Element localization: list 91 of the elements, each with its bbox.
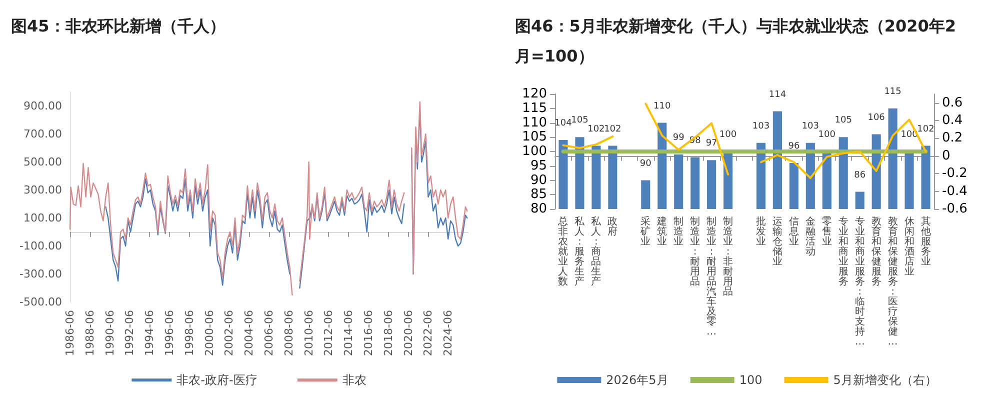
data-label: 102 <box>604 124 622 134</box>
x-tick-label: 1996-06 <box>163 310 176 356</box>
data-label: 100 <box>818 130 836 140</box>
x-tick-label: 专业和商业服务 <box>838 216 848 288</box>
x-tick-label: 2010-06 <box>302 310 316 356</box>
data-label: 114 <box>768 90 786 100</box>
data-label: 97 <box>706 138 718 149</box>
x-tick-label: 信息业 <box>788 216 799 248</box>
x-tick-label: 2014-06 <box>342 310 356 356</box>
x-tick-label: 建筑业 <box>656 216 668 248</box>
x-tick-label: 1994-06 <box>143 310 156 356</box>
y-tick-label: 500.00 <box>24 156 62 168</box>
x-tick-label: 2006-06 <box>262 310 276 356</box>
legend-label: 5月新增变化（右） <box>833 373 937 387</box>
y2-tick-label: 0.2 <box>942 130 963 146</box>
x-tick-label: 教育和保健服务 <box>871 216 882 288</box>
data-label: 100 <box>719 130 737 140</box>
x-tick-label: 政府 <box>608 216 618 238</box>
y2-tick-label: -0.2 <box>942 166 968 182</box>
x-tick-label: 2000-06 <box>202 310 216 356</box>
x-tick-label: 1992-06 <box>123 310 136 356</box>
x-tick-label: 1988-06 <box>83 310 96 356</box>
x-tick-label: 2022-06 <box>422 310 435 356</box>
y-tick-label: 700.00 <box>24 128 62 140</box>
x-tick-label: 制造业:非耐用品 <box>723 216 734 298</box>
y-tick-label: 900.00 <box>24 100 62 112</box>
data-label: 102 <box>917 124 934 134</box>
x-tick-label: 2018-06 <box>382 310 395 356</box>
x-tick-label: 2008-06 <box>282 310 296 356</box>
x-tick-label: 2016-06 <box>362 310 376 356</box>
y-tick-label: 300.00 <box>24 184 62 196</box>
y-tick-label: 100 <box>522 144 547 159</box>
category-label: 专业和商业服务:临时支持… <box>854 216 865 348</box>
data-label: 103 <box>752 121 770 132</box>
y2-tick-label: 0 <box>942 148 950 164</box>
chart-title: 图45：非农环比新增（千人） <box>11 16 226 36</box>
legend-label: 非农-政府-医疗 <box>176 373 258 387</box>
y-tick-label: 105 <box>522 130 547 145</box>
y-tick-label: -500.00 <box>20 296 62 308</box>
x-tick-label: 2024-06 <box>442 310 455 356</box>
data-label: 103 <box>802 121 820 132</box>
data-label: 105 <box>571 116 588 126</box>
data-label: 104 <box>554 118 572 128</box>
data-label: 86 <box>854 170 866 180</box>
x-tick-label: 运输仓储业 <box>772 216 782 268</box>
y-tick-label: 115 <box>522 100 547 116</box>
data-label: 106 <box>868 112 886 123</box>
y-tick-label: 120 <box>522 86 547 102</box>
y-tick-label: -300.00 <box>20 268 62 280</box>
y-tick-label: 100.00 <box>24 212 62 224</box>
data-label: 96 <box>788 142 800 152</box>
y2-tick-label: 0.6 <box>942 95 963 110</box>
data-label: 102 <box>588 124 605 134</box>
data-label: 105 <box>834 116 852 126</box>
y-tick-label: 90 <box>530 172 547 188</box>
y-tick-label: 95 <box>530 158 547 174</box>
y2-tick-label: -0.6 <box>942 202 968 216</box>
x-tick-label: 采矿业 <box>640 216 651 248</box>
x-tick-label: 其他服务业 <box>920 216 931 268</box>
x-tick-label: 2012-06 <box>322 310 336 356</box>
y2-tick-label: -0.4 <box>942 184 968 199</box>
data-label: 115 <box>884 86 902 97</box>
legend-label: 100 <box>739 373 762 387</box>
data-label: 90 <box>640 158 652 169</box>
category-label: 教育和保健服务:医疗保健… <box>888 216 898 348</box>
x-tick-label: 2002-06 <box>222 310 236 356</box>
x-tick-label: 2004-06 <box>242 310 256 356</box>
data-label: 99 <box>672 132 685 143</box>
x-tick-label: 休闲和酒店业 <box>904 216 914 278</box>
chart-title: 图46：5月非农新增变化（千人）与非农就业状态（2020年2月=100） <box>514 16 956 66</box>
data-label: 110 <box>654 101 671 112</box>
y-tick-label: -100.00 <box>20 240 62 252</box>
y-tick-label: 110 <box>522 115 547 130</box>
x-tick-label: 总非农就业人数 <box>557 216 568 288</box>
x-tick-label: 制造业 <box>674 216 684 248</box>
category-label: 制造业:耐用品汽车及零… <box>706 216 717 338</box>
x-tick-label: 1990-06 <box>103 310 116 356</box>
x-tick-label: 零售业 <box>822 216 832 248</box>
y2-tick-label: 0.4 <box>942 113 963 128</box>
y-tick-label: 80 <box>530 202 547 216</box>
legend-label: 非农 <box>342 373 366 387</box>
x-tick-label: 金融活动 <box>805 216 816 258</box>
x-tick-label: 制造业:耐用品 <box>690 216 700 288</box>
x-tick-label: 1998-06 <box>182 310 196 356</box>
x-tick-label: 2020-06 <box>402 310 415 356</box>
x-tick-label: 1986-06 <box>64 310 76 356</box>
y-tick-label: 85 <box>530 187 547 202</box>
x-tick-label: 私人:商品生产 <box>591 216 602 288</box>
x-tick-label: 批发业 <box>756 216 766 248</box>
x-tick-label: 私人:服务生产 <box>574 216 586 288</box>
legend-label: 2026年5月 <box>606 373 668 387</box>
